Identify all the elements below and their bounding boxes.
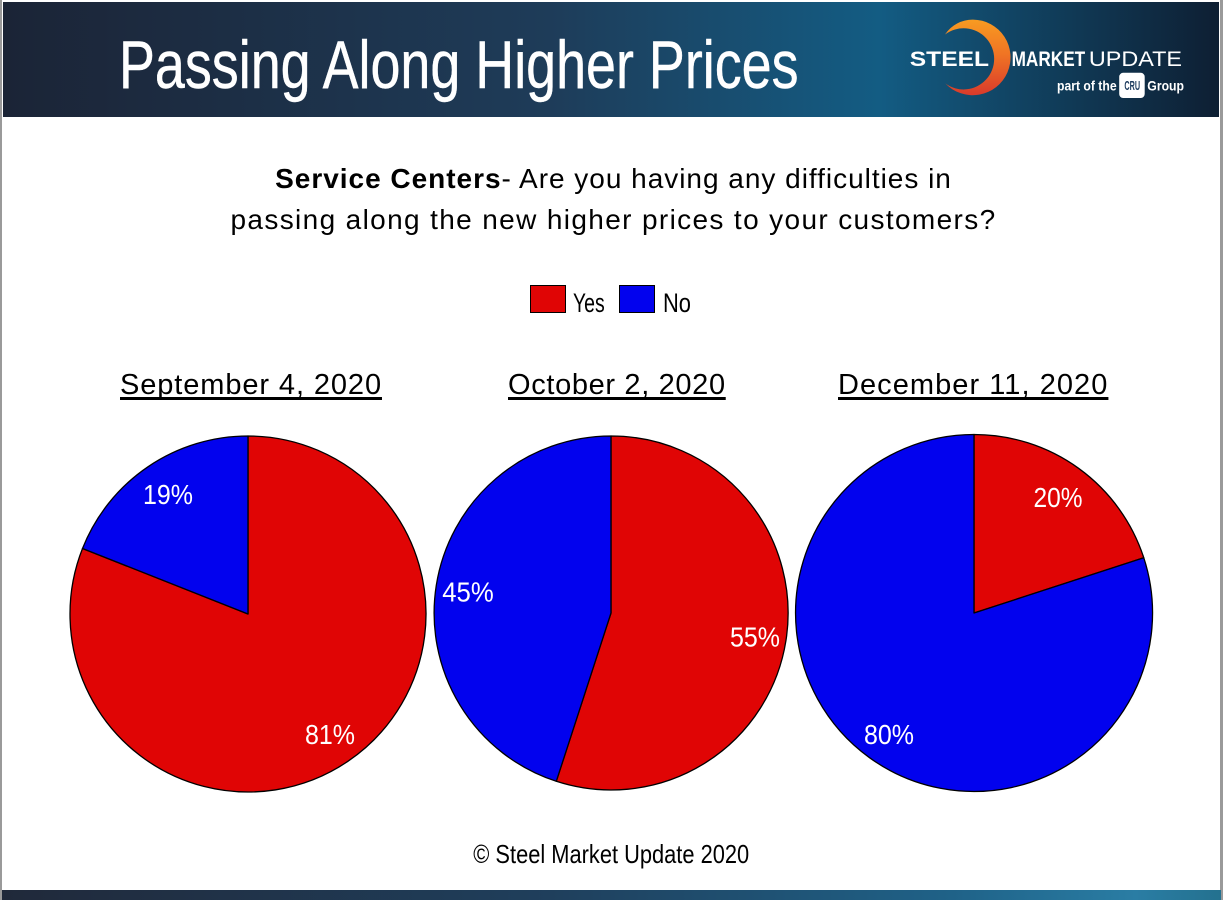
svg-text:UPDATE: UPDATE	[1089, 48, 1182, 71]
svg-text:CRU: CRU	[1124, 78, 1140, 93]
svg-text:81%: 81%	[305, 719, 355, 750]
svg-text:20%: 20%	[1034, 482, 1083, 513]
svg-text:STEEL: STEEL	[910, 48, 989, 71]
svg-text:80%: 80%	[864, 719, 914, 750]
svg-text:19%: 19%	[143, 479, 193, 510]
svg-text:MARKET: MARKET	[1012, 48, 1086, 71]
svg-text:45%: 45%	[442, 577, 494, 608]
svg-text:55%: 55%	[730, 622, 780, 653]
svg-text:Group: Group	[1147, 78, 1184, 93]
svg-text:part of the: part of the	[1057, 78, 1117, 93]
